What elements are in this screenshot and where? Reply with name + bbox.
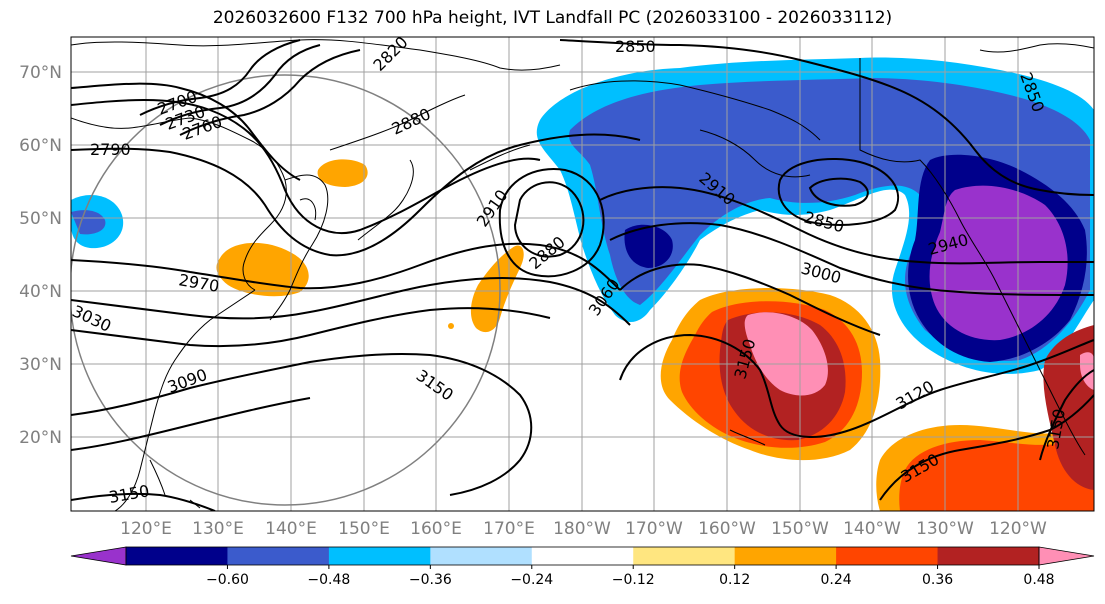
colorbar: −0.60 −0.48 −0.36 −0.24 −0.12 0.12 0.24 0.36 0.4… (70, 546, 1095, 588)
longitude-labels: 120°E 130°E 140°E 150°E 160°E 170°E 180°… (120, 519, 1047, 539)
ivt-positive-core-pink (744, 312, 828, 396)
contour-line (139, 39, 301, 116)
ivt-positive-patch-japan (216, 242, 309, 297)
lon-label: 130°E (192, 519, 244, 539)
landfall-region-circle (71, 74, 501, 506)
colorbar-extension-high (1038, 546, 1095, 566)
contour-line (777, 158, 900, 226)
contour-line (71, 397, 311, 451)
colorbar-segment (328, 547, 431, 565)
lon-label: 180°W (553, 519, 611, 539)
contour-line (1039, 369, 1094, 461)
height-contours (71, 39, 1094, 511)
colorbar-frame (125, 546, 1040, 566)
contour-line (179, 49, 361, 136)
contour-line (71, 307, 551, 348)
map-frame (70, 36, 1095, 512)
lon-label: 170°E (483, 519, 535, 539)
lat-label: 50°N (19, 209, 62, 229)
contour-line (808, 177, 869, 207)
contour-line (71, 133, 641, 257)
colorbar-segment (430, 547, 533, 565)
contour-line (599, 186, 1094, 265)
colorbar-extension-low (70, 546, 127, 566)
contour-label: 2790 (90, 140, 131, 159)
colorbar-tick-label: 0.24 (821, 572, 852, 588)
lon-label: 140°W (843, 519, 901, 539)
contour-line (71, 242, 621, 291)
contour-line (71, 492, 216, 511)
latitude-labels: 70°N 60°N 50°N 40°N 30°N 20°N (19, 63, 62, 448)
lon-label: 170°W (625, 519, 683, 539)
contour-line (619, 263, 881, 336)
lon-label: 140°E (265, 519, 317, 539)
colorbar-segment (126, 547, 228, 565)
contour-line (71, 82, 301, 181)
lat-label: 40°N (19, 282, 62, 302)
contour-label: 2850 (615, 37, 656, 56)
contour-line (71, 353, 533, 496)
contour-line (498, 168, 605, 278)
colorbar-tick-label: −0.12 (612, 572, 655, 588)
colorbar-tick-label: 0.36 (922, 572, 953, 588)
contour-line (71, 99, 541, 235)
colorbar-tick-label: −0.36 (409, 572, 452, 588)
colorbar-segment (227, 547, 330, 565)
contour-line (513, 181, 585, 258)
colorbar-tick-label: 0.48 (1023, 572, 1054, 588)
contour-line (609, 222, 1094, 296)
lat-label: 20°N (19, 428, 62, 448)
graticule (71, 37, 1094, 511)
colorbar-tick-label: −0.48 (307, 572, 350, 588)
lat-label: 70°N (19, 63, 62, 83)
ivt-positive-patch-central (470, 245, 524, 333)
colorbar-segment (734, 547, 837, 565)
lat-label: 60°N (19, 136, 62, 156)
lat-label: 30°N (19, 355, 62, 375)
colorbar-segment (836, 547, 939, 565)
colorbar-segment (633, 547, 736, 565)
lon-label: 130°W (916, 519, 974, 539)
lon-label: 160°E (410, 519, 462, 539)
contour-line (159, 44, 321, 126)
lon-label: 120°W (989, 519, 1047, 539)
colorbar-tick-label: −0.60 (206, 572, 249, 588)
contour-line (879, 394, 1094, 501)
colorbar-segment (531, 547, 634, 565)
colorbar-segment (937, 547, 1040, 565)
lon-label: 150°W (771, 519, 829, 539)
colorbar-tick-label: 0.12 (719, 572, 750, 588)
map-title: 2026032600 F132 700 hPa height, IVT Land… (212, 8, 893, 28)
lon-label: 150°E (338, 519, 390, 539)
lon-label: 160°W (698, 519, 756, 539)
contour-line (619, 333, 1094, 438)
contour-line (71, 277, 631, 326)
contour-line (559, 39, 1094, 196)
colorbar-tick-label: −0.24 (510, 572, 553, 588)
lon-label: 120°E (120, 519, 172, 539)
